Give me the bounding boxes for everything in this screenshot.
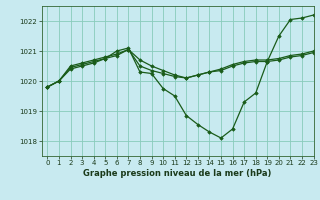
X-axis label: Graphe pression niveau de la mer (hPa): Graphe pression niveau de la mer (hPa) [84,169,272,178]
